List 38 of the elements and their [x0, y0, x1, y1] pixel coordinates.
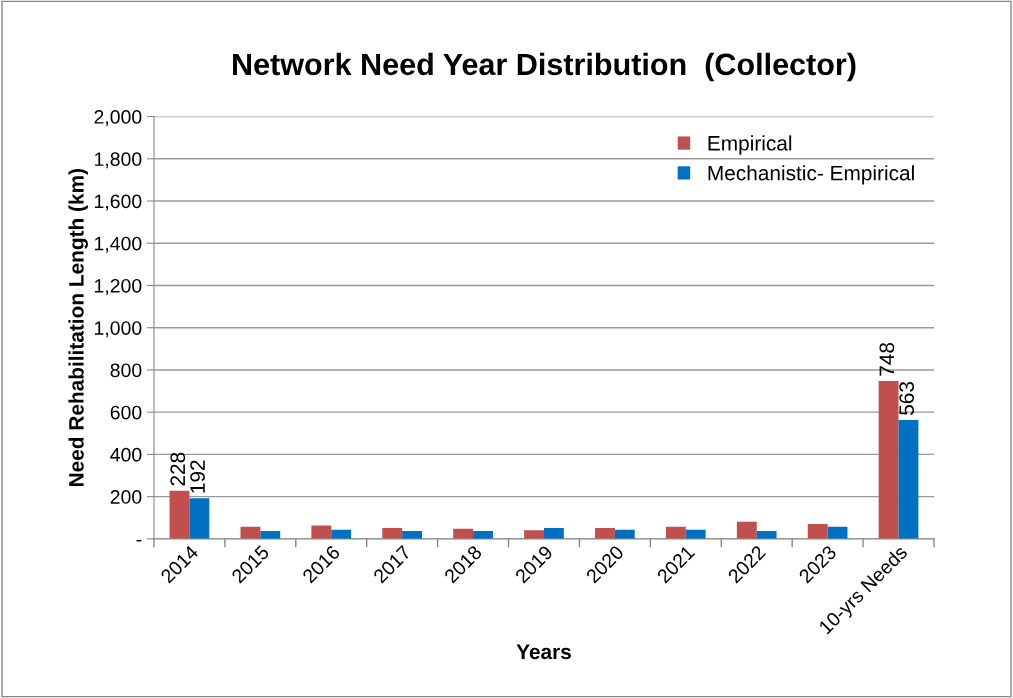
y-tick-label: 400: [110, 447, 142, 462]
bar: [382, 527, 403, 539]
y-tick-label: 1,200: [95, 278, 142, 296]
legend-label: Mechanistic- Empirical: [708, 165, 914, 185]
bar: [807, 524, 828, 539]
y-axis-title: Need Rehabilitation Length (km): [68, 169, 88, 487]
x-axis-title: Years: [516, 644, 571, 660]
bar: [453, 528, 474, 539]
bar: [736, 521, 757, 539]
bar: [878, 380, 899, 539]
bar: [169, 490, 190, 539]
data-label: 192: [190, 460, 205, 493]
bar: [311, 525, 332, 539]
bar: [665, 526, 686, 539]
y-tick-label: 800: [110, 363, 142, 378]
bar: [898, 419, 919, 539]
data-label: 228: [170, 452, 186, 486]
bar: [473, 531, 493, 539]
bar: [595, 527, 615, 539]
bar: [756, 531, 777, 539]
y-tick-label: -: [136, 539, 142, 542]
data-label: 563: [899, 381, 915, 415]
chart-title: Network Need Year Distribution (Collector): [233, 52, 856, 82]
bar: [524, 530, 544, 539]
bar: [543, 527, 564, 539]
bar: [240, 526, 261, 539]
bar: [260, 531, 281, 539]
bar: [402, 531, 423, 539]
y-tick-label: 1,800: [95, 152, 142, 169]
y-tick-label: 600: [110, 405, 142, 420]
y-tick-label: 1,000: [95, 321, 142, 338]
data-label: 748: [879, 342, 895, 376]
y-tick-label: 200: [110, 490, 142, 504]
y-tick-label: 2,000: [94, 110, 142, 127]
y-tick-label: 1,400: [95, 236, 142, 253]
y-tick-label: 1,600: [95, 194, 142, 211]
legend-label: Empirical: [708, 135, 792, 155]
bar: [189, 498, 210, 539]
